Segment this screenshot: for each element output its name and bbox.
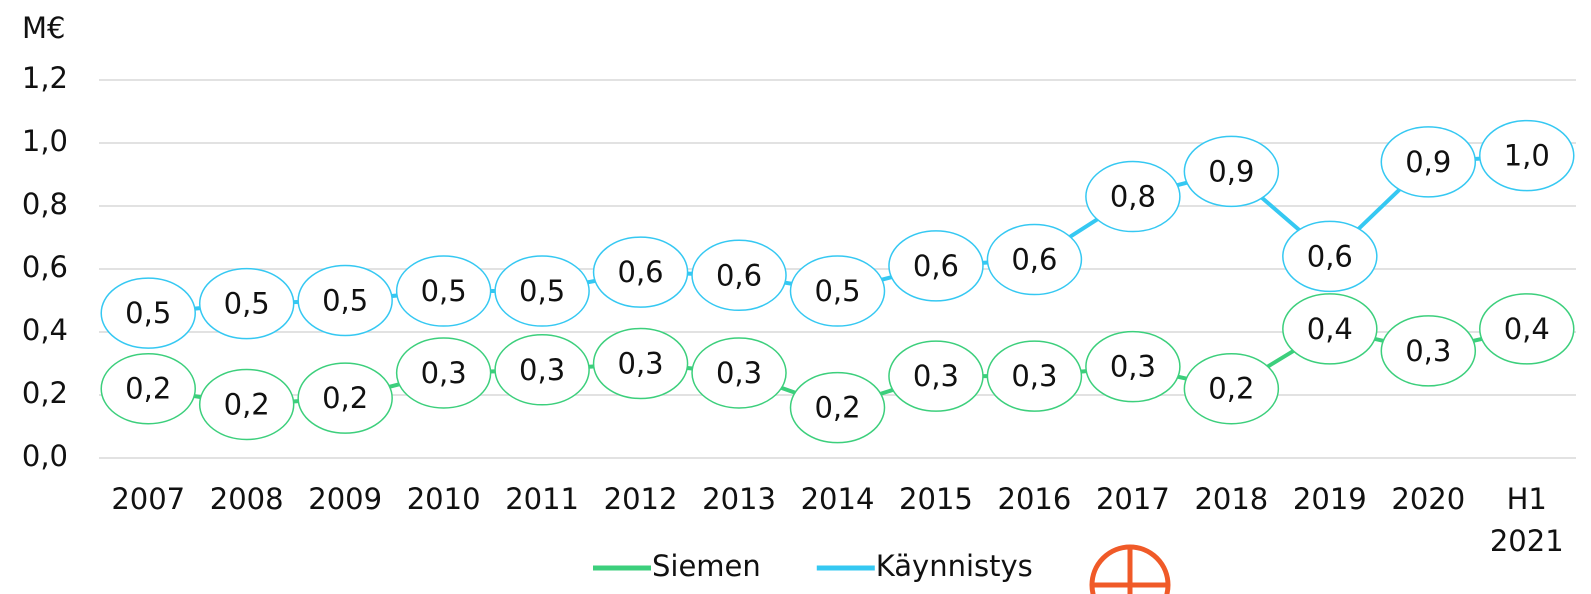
data-label: 0,3 — [618, 347, 664, 381]
x-tick-label: 2014 — [801, 482, 875, 516]
x-tick-label: 2007 — [111, 482, 185, 516]
data-label: 0,3 — [1011, 359, 1057, 393]
x-tick-label: 2015 — [899, 482, 973, 516]
data-point — [1380, 126, 1477, 198]
data-label: 0,9 — [1208, 154, 1254, 188]
y-tick-label: 0,6 — [22, 250, 68, 284]
data-point — [198, 368, 295, 441]
data-point — [1085, 160, 1181, 233]
y-tick-label: 0,4 — [22, 313, 68, 347]
data-point — [395, 255, 492, 327]
data-point — [1085, 330, 1181, 403]
data-label: 0,6 — [1011, 243, 1057, 277]
y-tick-label: 0,2 — [22, 376, 68, 410]
x-tick-label: 2008 — [210, 482, 284, 516]
data-label: 0,2 — [814, 391, 860, 425]
data-point — [1479, 119, 1575, 192]
x-tick-label: 2013 — [702, 482, 776, 516]
x-tick-label: 2018 — [1194, 482, 1268, 516]
data-label: 0,3 — [1405, 334, 1451, 368]
y-tick-label: 0,0 — [22, 439, 68, 473]
data-label: 0,6 — [618, 255, 664, 289]
y-axis-label: M€ — [22, 11, 65, 45]
data-label: 0,6 — [1307, 239, 1353, 273]
y-tick-label: 1,0 — [22, 124, 68, 158]
data-point — [691, 239, 787, 312]
data-label: 0,5 — [814, 274, 860, 308]
data-label: 0,3 — [421, 356, 467, 390]
data-label: 0,2 — [322, 381, 368, 415]
data-label: 0,3 — [716, 356, 762, 390]
data-point — [986, 223, 1083, 296]
data-point — [1183, 135, 1280, 208]
data-point — [789, 371, 886, 444]
data-label: 0,3 — [1110, 350, 1156, 384]
legend-label: Siemen — [652, 549, 761, 583]
data-label: 0,5 — [421, 274, 467, 308]
data-label: 0,5 — [224, 287, 270, 321]
x-tick-label: 2019 — [1293, 482, 1367, 516]
x-tick-label: 2011 — [505, 482, 579, 516]
data-label: 0,2 — [1208, 372, 1254, 406]
x-tick-label: H1 2021 — [1490, 482, 1564, 558]
data-label: 0,2 — [224, 387, 270, 421]
data-label: 0,6 — [716, 258, 762, 292]
y-tick-label: 0,8 — [22, 187, 68, 221]
data-point — [1282, 293, 1378, 365]
data-point — [100, 352, 196, 425]
data-label: 0,5 — [322, 284, 368, 318]
y-tick-label: 1,2 — [22, 61, 68, 95]
x-tick-label: 2010 — [407, 482, 481, 516]
data-point — [1282, 220, 1378, 293]
data-point — [494, 334, 590, 406]
data-point — [297, 264, 393, 337]
data-label: 0,3 — [913, 359, 959, 393]
data-point — [1183, 352, 1280, 425]
data-point — [1479, 293, 1575, 365]
data-label: 0,5 — [519, 274, 565, 308]
legend-label: Käynnistys — [876, 549, 1033, 583]
logo — [1089, 544, 1171, 594]
data-point — [789, 255, 886, 327]
data-point — [691, 337, 787, 409]
data-label: 0,4 — [1504, 312, 1550, 346]
data-point — [1380, 315, 1477, 387]
data-label: 0,3 — [519, 353, 565, 387]
data-label: 0,2 — [125, 372, 171, 406]
x-tick-label: 2016 — [998, 482, 1072, 516]
x-tick-label: 2020 — [1391, 482, 1465, 516]
data-label: 0,8 — [1110, 180, 1156, 214]
data-label: 0,5 — [125, 296, 171, 330]
data-point — [494, 255, 590, 327]
data-point — [297, 362, 393, 434]
data-label: 1,0 — [1504, 139, 1550, 173]
data-point — [592, 236, 689, 308]
x-tick-label: 2012 — [604, 482, 678, 516]
data-point — [888, 230, 984, 302]
data-point — [592, 327, 689, 400]
data-point — [986, 340, 1083, 412]
data-point — [100, 277, 196, 349]
data-label: 0,9 — [1405, 145, 1451, 179]
data-point — [888, 340, 984, 412]
x-tick-label: 2009 — [308, 482, 382, 516]
x-tick-label: 2017 — [1096, 482, 1170, 516]
data-label: 0,6 — [913, 249, 959, 283]
data-point — [395, 337, 492, 409]
data-point — [198, 267, 295, 340]
data-label: 0,4 — [1307, 312, 1353, 346]
